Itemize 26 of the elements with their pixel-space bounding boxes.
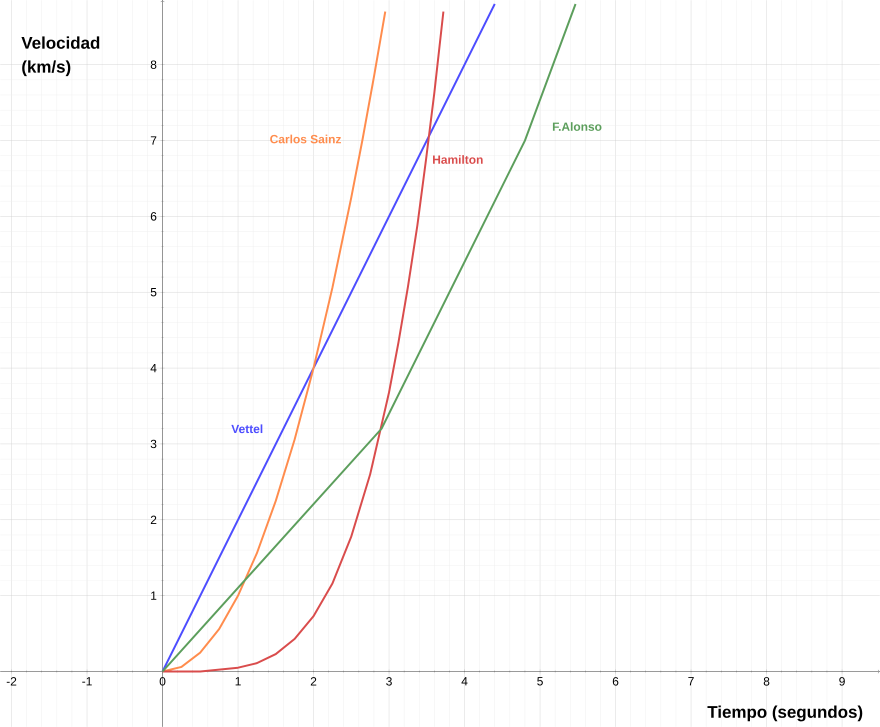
x-tick-label: -2 xyxy=(6,677,16,686)
x-tick-label: 0 xyxy=(160,677,166,686)
y-tick-label: 3 xyxy=(150,440,156,448)
x-tick-label: 9 xyxy=(839,677,845,686)
x-tick-label: 4 xyxy=(462,677,468,686)
y-tick-label: 1 xyxy=(151,592,156,600)
x-tick-label: 2 xyxy=(310,677,316,686)
y-tick-label: 8 xyxy=(150,60,156,69)
series-label: F.Alonso xyxy=(552,122,602,131)
x-tick-label: -1 xyxy=(82,677,92,686)
series-label: Carlos Sainz xyxy=(270,134,341,144)
x-axis-title: Tiempo (segundos) xyxy=(707,705,862,722)
y-axis-title: Velocidad (km/s) xyxy=(21,36,100,76)
x-tick-label: 3 xyxy=(386,677,392,686)
y-tick-label: 7 xyxy=(150,136,156,145)
x-tick-label: 1 xyxy=(236,677,241,686)
y-tick-label: 6 xyxy=(150,212,156,221)
series-label: Hamilton xyxy=(433,155,483,164)
x-tick-label: 5 xyxy=(537,677,543,686)
x-tick-label: 8 xyxy=(764,677,770,686)
y-tick-label: 2 xyxy=(150,516,156,524)
x-tick-label: 7 xyxy=(688,677,694,686)
y-tick-label: 4 xyxy=(150,364,157,372)
x-tick-label: 6 xyxy=(612,677,618,686)
series-label: Vettel xyxy=(231,424,262,434)
y-tick-label: 5 xyxy=(150,288,156,296)
